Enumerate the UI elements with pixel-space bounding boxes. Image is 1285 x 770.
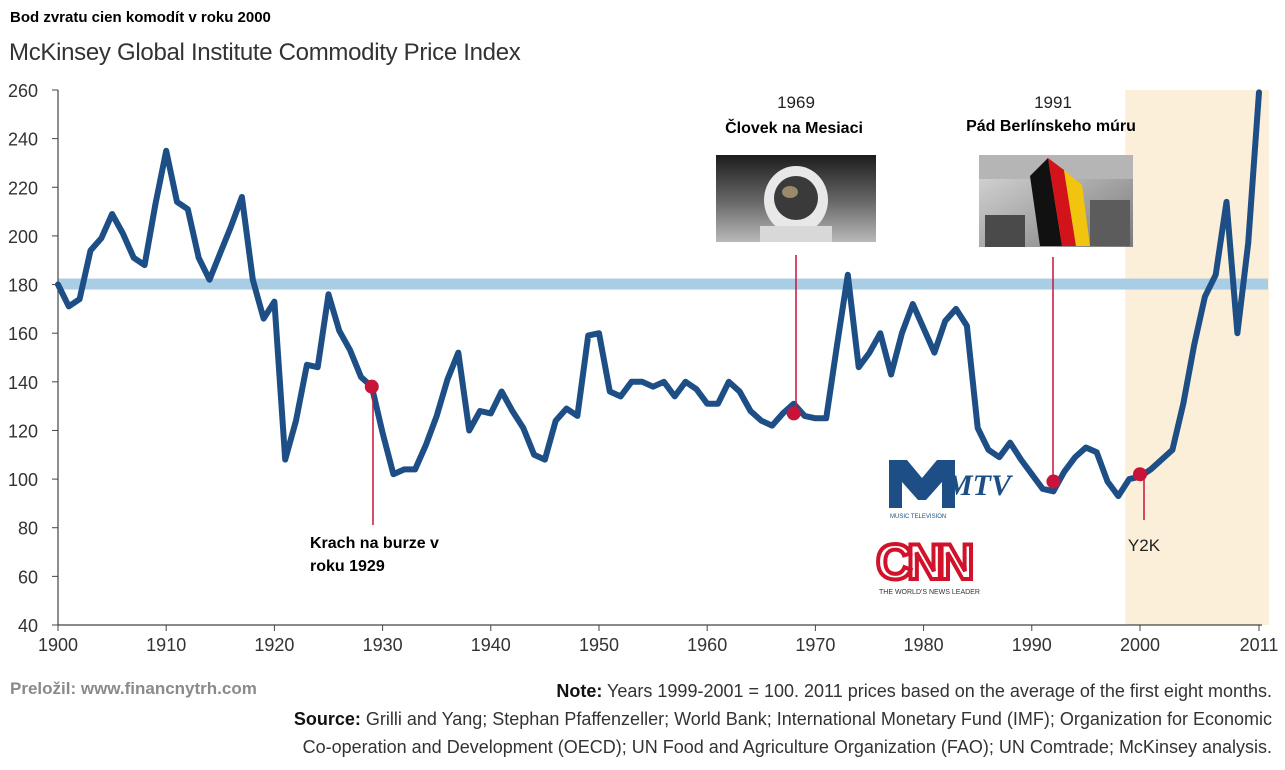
- y2k-highlight-band: [1125, 90, 1269, 625]
- event-markers: [364, 379, 1147, 489]
- y-tick-label: 120: [8, 421, 38, 441]
- series-line-commodity-index: [55, 89, 1262, 500]
- translator-credit: Preložil: www.financnytrh.com: [10, 679, 257, 698]
- y-tick-label: 160: [8, 324, 38, 344]
- y-tick-label: 220: [8, 178, 38, 198]
- x-tick-label: 1990: [1012, 635, 1052, 655]
- source-text-1: Grilli and Yang; Stephan Pfaffenzeller; …: [360, 709, 1272, 729]
- cnn-logo: CNN THE WORLD'S NEWS LEADER: [874, 532, 980, 596]
- mtv-tagline: MUSIC TELEVISION: [890, 514, 946, 520]
- chart-source: Source: Grilli and Yang; Stephan Pfaffen…: [294, 709, 1272, 730]
- y-tick-label: 40: [18, 616, 38, 636]
- y-tick-label: 60: [18, 567, 38, 587]
- reference-line-180: [58, 278, 1268, 290]
- y-tick-label: 100: [8, 470, 38, 490]
- source-label: Source:: [293, 709, 361, 729]
- cnn-logo-text: CNN: [876, 534, 971, 590]
- x-tick-label: 1950: [579, 635, 619, 655]
- event-marker: [364, 379, 379, 394]
- y-tick-label: 80: [18, 519, 38, 539]
- x-tick-label: 1980: [904, 635, 944, 655]
- note-label: Note:: [556, 681, 603, 701]
- y-tick-label: 180: [8, 276, 38, 296]
- x-axis-ticks: 1900 1910 1920 1930 1940 1950 1960 1970 1980 1990…: [38, 625, 1278, 655]
- x-tick-label: 1900: [38, 635, 78, 655]
- y-tick-label: 240: [8, 130, 38, 150]
- event-marker: [1046, 474, 1061, 489]
- moon-landing-photo: [716, 155, 876, 242]
- mtv-logo-text: MTV: [945, 469, 1014, 502]
- y-axis-ticks: 40 60 80 100 120 140 160 180 200 220 240 260: [8, 81, 58, 636]
- y-tick-label: 260: [8, 81, 38, 101]
- cnn-tagline: THE WORLD'S NEWS LEADER: [879, 589, 980, 596]
- axes: [57, 90, 1262, 626]
- x-tick-label: 1920: [254, 635, 294, 655]
- annotations: Krach na burze v roku 1929 1969 Človek n…: [310, 93, 1161, 575]
- x-tick-label: 2000: [1120, 635, 1160, 655]
- event-marker: [786, 406, 801, 421]
- annotation-year-1991: 1991: [1034, 93, 1072, 112]
- y-tick-label: 140: [8, 373, 38, 393]
- mtv-logo: MTV MUSIC TELEVISION: [889, 460, 1014, 520]
- annotation-crash-1929-line2: roku 1929: [310, 558, 385, 575]
- annotation-crash-1929-line1: Krach na burze v: [310, 535, 439, 552]
- x-tick-label: 2011: [1240, 635, 1279, 655]
- note-text: Years 1999-2001 = 100. 2011 prices based…: [602, 681, 1272, 701]
- chart-note: Note: Years 1999-2001 = 100. 2011 prices…: [556, 681, 1272, 702]
- annotation-y2k: Y2K: [1128, 536, 1161, 555]
- x-tick-label: 1970: [795, 635, 835, 655]
- annotation-moon-landing: Človek na Mesiaci: [725, 118, 863, 137]
- y-tick-label: 200: [8, 227, 38, 247]
- chart-title: McKinsey Global Institute Commodity Pric…: [9, 39, 521, 66]
- x-tick-label: 1930: [363, 635, 403, 655]
- chart-source-continued: Co-operation and Development (OECD); UN …: [302, 737, 1272, 757]
- x-tick-label: 1960: [687, 635, 727, 655]
- event-marker: [1132, 467, 1147, 482]
- annotation-berlin-wall: Pád Berlínskeho múru: [966, 118, 1136, 135]
- x-tick-label: 1910: [146, 635, 186, 655]
- berlin-wall-photo: [979, 155, 1133, 247]
- chart-title-slovak: Bod zvratu cien komodít v roku 2000: [10, 9, 271, 26]
- x-tick-label: 1940: [471, 635, 511, 655]
- annotation-year-1969: 1969: [777, 93, 815, 112]
